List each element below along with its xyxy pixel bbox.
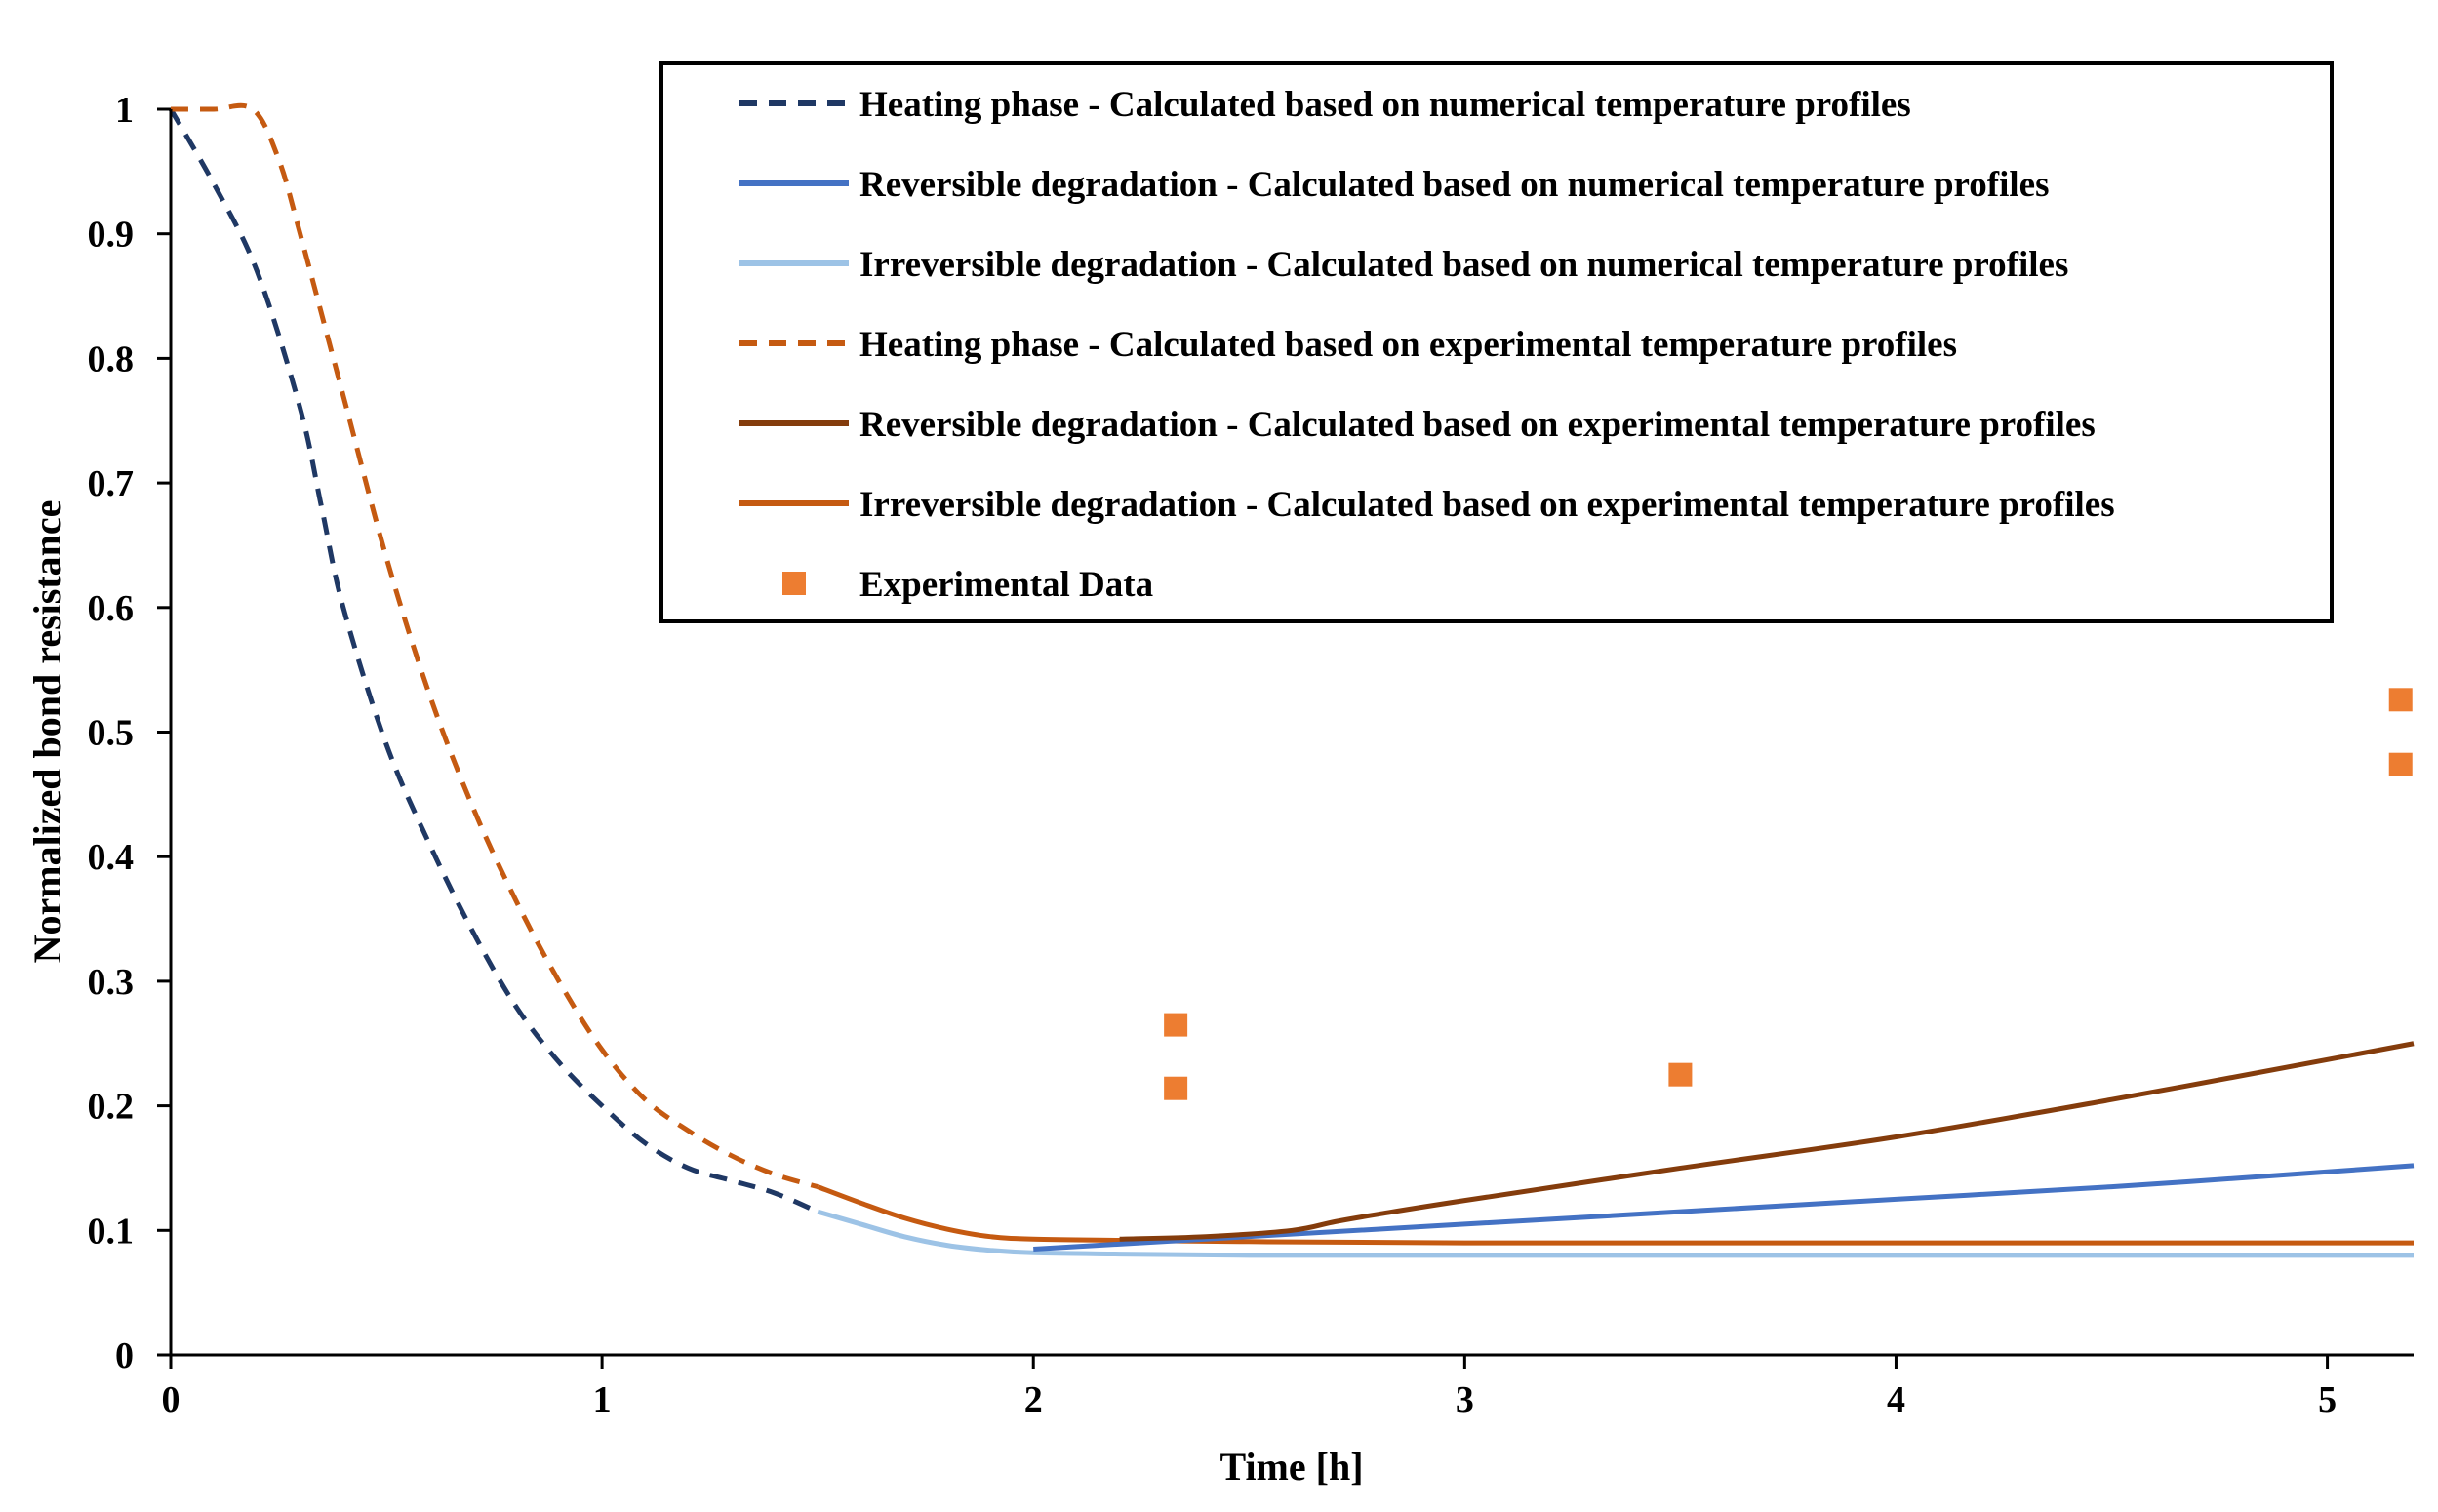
legend-label: Reversible degradation - Calculated base… — [859, 405, 2096, 445]
experimental-data-point — [1164, 1076, 1188, 1100]
legend-marker-experimental — [782, 572, 806, 595]
x-axis-title: Time [h] — [1219, 1445, 1363, 1489]
scatter-layer — [1164, 688, 2413, 1100]
legend-label: Irreversible degradation - Calculated ba… — [859, 245, 2068, 285]
y-tick-label: 1 — [115, 90, 134, 131]
legend-label: Experimental Data — [859, 565, 1153, 605]
legend: Heating phase - Calculated based on nume… — [659, 61, 2334, 623]
series-layer — [168, 102, 2415, 1258]
series-line-0 — [168, 107, 819, 1214]
experimental-data-point — [2388, 688, 2413, 712]
y-tick-label: 0.3 — [88, 962, 135, 1003]
legend-label: Heating phase - Calculated based on nume… — [859, 85, 1911, 125]
series-line-2 — [817, 1209, 2414, 1258]
ticks-layer: 0 1 2 3 4 5 0 0.1 0.2 0.3 0.4 0.5 0.6 0.7 0.8 0.9 1 — [88, 90, 2338, 1420]
y-tick-label: 0.9 — [88, 215, 135, 256]
y-tick-label: 0 — [115, 1335, 134, 1376]
legend-items: Heating phase - Calculated based on nume… — [739, 85, 2115, 605]
y-tick-label: 0.6 — [88, 588, 135, 629]
y-axis-title: Normalized bond resistance — [25, 500, 69, 964]
legend-label: Heating phase - Calculated based on expe… — [859, 325, 1957, 365]
y-tick-label: 0.7 — [88, 463, 135, 504]
series-line-1 — [1033, 1163, 2415, 1252]
x-tick-label: 0 — [162, 1379, 180, 1420]
x-tick-label: 4 — [1887, 1379, 1905, 1420]
legend-box — [659, 61, 2334, 623]
legend-label: Reversible degradation - Calculated base… — [859, 165, 2050, 205]
series-line-5 — [817, 1184, 2414, 1246]
x-tick-label: 2 — [1024, 1379, 1043, 1420]
series-line-3 — [171, 102, 819, 1190]
y-tick-label: 0.8 — [88, 338, 135, 379]
experimental-data-point — [1164, 1013, 1188, 1037]
x-tick-label: 3 — [1456, 1379, 1474, 1420]
y-tick-label: 0.2 — [88, 1087, 135, 1128]
legend-label: Irreversible degradation - Calculated ba… — [859, 485, 2115, 525]
experimental-data-point — [2388, 752, 2413, 776]
x-tick-label: 5 — [2318, 1379, 2337, 1420]
y-tick-label: 0.4 — [88, 837, 135, 878]
experimental-data-point — [1668, 1062, 1693, 1087]
x-tick-label: 1 — [593, 1379, 612, 1420]
y-tick-label: 0.5 — [88, 713, 135, 754]
y-tick-label: 0.1 — [88, 1211, 135, 1252]
series-line-4 — [1119, 1041, 2415, 1242]
